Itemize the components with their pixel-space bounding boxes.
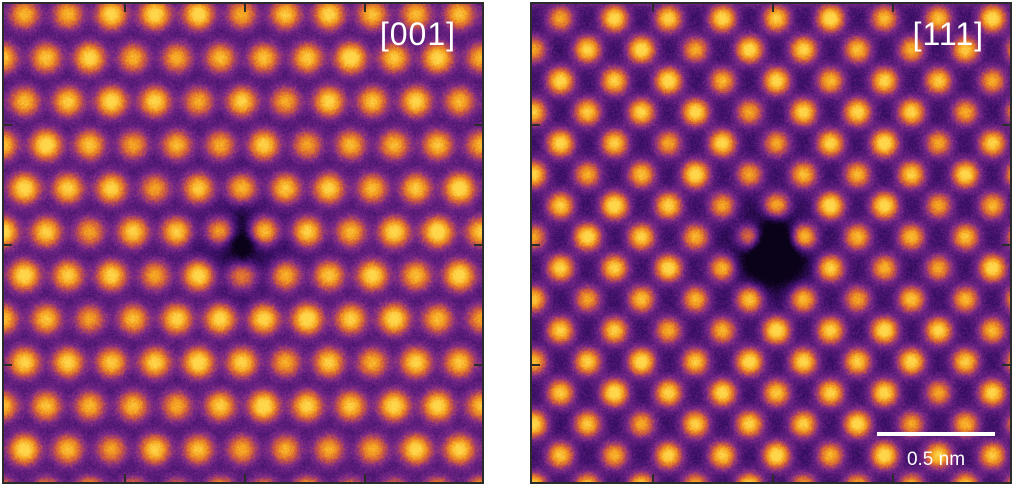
orientation-label-111: [111] — [912, 16, 984, 52]
frame-tick — [244, 4, 246, 12]
frame-tick — [474, 244, 482, 246]
frame-tick — [124, 4, 126, 12]
frame-tick — [124, 474, 126, 482]
frame-tick — [364, 4, 366, 12]
frame-tick — [532, 244, 540, 246]
frame-tick — [4, 124, 12, 126]
frame-tick — [1002, 364, 1010, 366]
frame-tick — [1002, 124, 1010, 126]
frame-tick — [532, 124, 540, 126]
frame-tick — [474, 364, 482, 366]
frame-tick — [4, 244, 12, 246]
frame-tick — [4, 364, 12, 366]
image-panel-111: [111] 0.5 nm — [530, 2, 1012, 484]
frame-tick — [772, 4, 774, 12]
frame-tick — [532, 364, 540, 366]
frame-tick — [892, 474, 894, 482]
frame-tick — [892, 4, 894, 12]
frame-tick — [244, 474, 246, 482]
frame-tick — [1002, 244, 1010, 246]
atomic-image-001 — [4, 4, 482, 482]
atomic-image-111 — [532, 4, 1010, 482]
frame-tick — [652, 474, 654, 482]
frame-tick — [772, 474, 774, 482]
image-panel-001: [001] — [2, 2, 484, 484]
frame-tick — [364, 474, 366, 482]
scale-bar — [877, 432, 995, 436]
frame-tick — [652, 4, 654, 12]
frame-tick — [474, 124, 482, 126]
orientation-label-001: [001] — [379, 16, 456, 52]
scale-bar-label: 0.5 nm — [906, 449, 966, 470]
